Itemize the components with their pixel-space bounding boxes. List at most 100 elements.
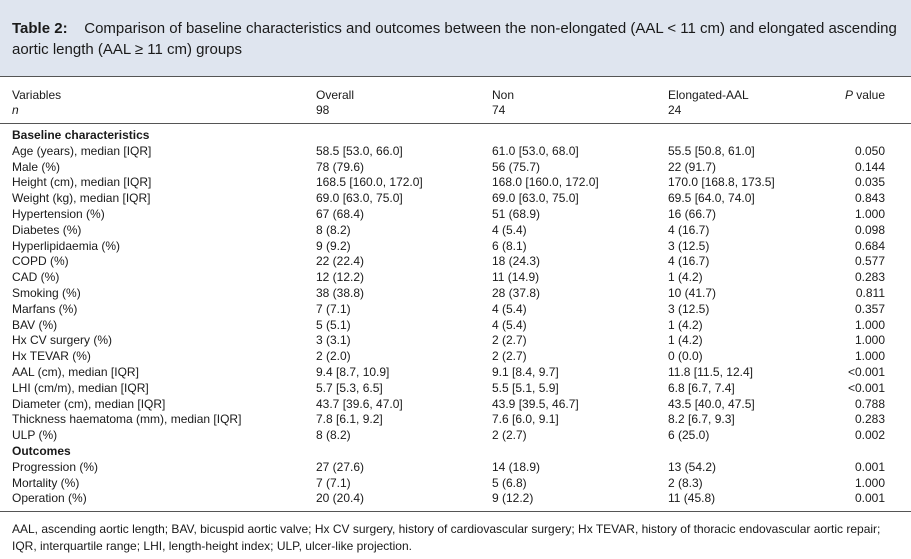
cell-overall: 7.8 [6.1, 9.2] [316, 412, 383, 427]
cell-pvalue: 1.000 [854, 349, 885, 364]
cell-overall: 58.5 [53.0, 66.0] [316, 143, 403, 158]
cell-variable: LHI (cm/m), median [IQR] [12, 380, 149, 395]
cell-overall: 67 (68.4) [316, 206, 365, 221]
cell-non: 18 (24.3) [492, 254, 541, 269]
table-row: AAL (cm), median [IQR] 9.4 [8.7, 10.9] 9.1… [0, 365, 911, 381]
table-row: Hx CV surgery (%) 3 (3.1) 2 (2.7) 1 (4.2) 1.… [0, 333, 911, 349]
cell-non: 61.0 [53.0, 68.0] [492, 143, 579, 158]
non-label: Non [492, 88, 515, 102]
cell-variable: Diameter (cm), median [IQR] [12, 396, 166, 411]
table-row: CAD (%) 12 (12.2) 11 (14.9) 1 (4.2) 0.283 [0, 270, 911, 286]
cell-variable: Progression (%) [12, 459, 99, 474]
cell-overall: 43.7 [39.6, 47.0] [316, 396, 403, 411]
table-row: Age (years), median [IQR] 58.5 [53.0, 66.… [0, 144, 911, 160]
cell-variable: AAL (cm), median [IQR] [12, 364, 139, 379]
cell-elongated: 6 (25.0) [668, 428, 710, 443]
cell-pvalue: 0.283 [854, 412, 885, 427]
cell-variable: Thickness haematoma (mm), median [IQR] [12, 412, 242, 427]
cell-overall: 27 (27.6) [316, 459, 365, 474]
cell-variable: Smoking (%) [12, 285, 81, 300]
section-title: Outcomes [12, 443, 71, 458]
cell-variable: Weight (kg), median [IQR] [12, 191, 151, 206]
table-row: Mortality (%) 7 (7.1) 5 (6.8) 2 (8.3) 1.000 [0, 476, 911, 492]
cell-elongated: 43.5 [40.0, 47.5] [668, 396, 755, 411]
cell-pvalue: 0.357 [854, 301, 885, 316]
cell-overall: 3 (3.1) [316, 333, 351, 348]
cell-overall: 7 (7.1) [316, 301, 351, 316]
cell-elongated: 55.5 [50.8, 61.0] [668, 143, 755, 158]
table-row: Progression (%) 27 (27.6) 14 (18.9) 13 (54.… [0, 460, 911, 476]
header-rule [0, 123, 911, 124]
cell-non: 43.9 [39.5, 46.7] [492, 396, 579, 411]
table-row: Diameter (cm), median [IQR] 43.7 [39.6, 4… [0, 397, 911, 413]
cell-variable: Mortality (%) [12, 475, 80, 490]
table-row: Diabetes (%) 8 (8.2) 4 (5.4) 4 (16.7) 0.098 [0, 223, 911, 239]
cell-pvalue: 0.843 [854, 191, 885, 206]
table-row: Marfans (%) 7 (7.1) 4 (5.4) 3 (12.5) 0.357 [0, 302, 911, 318]
cell-pvalue: 0.035 [854, 175, 885, 190]
cell-variable: Hyperlipidaemia (%) [12, 238, 121, 253]
cell-variable: Hx CV surgery (%) [12, 333, 113, 348]
cell-non: 168.0 [160.0, 172.0] [492, 175, 599, 190]
cell-overall: 78 (79.6) [316, 159, 365, 174]
cell-overall: 9 (9.2) [316, 238, 351, 253]
table-row: Thickness haematoma (mm), median [IQR] 7.… [0, 412, 911, 428]
cell-non: 5.5 [5.1, 5.9] [492, 380, 559, 395]
cell-non: 5 (6.8) [492, 475, 527, 490]
cell-non: 4 (5.4) [492, 317, 527, 332]
table-row: Hypertension (%) 67 (68.4) 51 (68.9) 16 (66… [0, 207, 911, 223]
cell-pvalue: 1.000 [854, 475, 885, 490]
cell-pvalue: 0.283 [854, 270, 885, 285]
cell-non: 2 (2.7) [492, 333, 527, 348]
variables-label: Variables [12, 88, 62, 102]
table-row: COPD (%) 22 (22.4) 18 (24.3) 4 (16.7) 0.577 [0, 254, 911, 270]
elongated-n: 24 [668, 103, 682, 117]
cell-elongated: 6.8 [6.7, 7.4] [668, 380, 735, 395]
cell-pvalue: 1.000 [854, 206, 885, 221]
table-row: Operation (%) 20 (20.4) 9 (12.2) 11 (45.8) 0… [0, 491, 911, 507]
cell-overall: 5 (5.1) [316, 317, 351, 332]
table-header: Variables n Overall 98 Non 74 Elongated-… [0, 77, 911, 123]
cell-variable: Diabetes (%) [12, 222, 82, 237]
cell-elongated: 0 (0.0) [668, 349, 703, 364]
cell-elongated: 13 (54.2) [668, 459, 717, 474]
non-n: 74 [492, 103, 506, 117]
table-row: Weight (kg), median [IQR] 69.0 [63.0, 75.… [0, 191, 911, 207]
cell-variable: COPD (%) [12, 254, 69, 269]
cell-non: 9 (12.2) [492, 491, 534, 506]
caption-label: Table 2: [12, 20, 68, 37]
cell-pvalue: 0.001 [854, 491, 885, 506]
cell-elongated: 4 (16.7) [668, 254, 710, 269]
table-row: ULP (%) 8 (8.2) 2 (2.7) 6 (25.0) 0.002 [0, 428, 911, 444]
cell-non: 28 (37.8) [492, 285, 541, 300]
cell-overall: 38 (38.8) [316, 285, 365, 300]
cell-overall: 12 (12.2) [316, 270, 365, 285]
cell-pvalue: 0.144 [854, 159, 885, 174]
cell-elongated: 11 (45.8) [668, 491, 716, 506]
cell-variable: Age (years), median [IQR] [12, 143, 152, 158]
section-heading-row: Outcomes [0, 444, 911, 460]
caption-text: Comparison of baseline characteristics a… [12, 20, 897, 58]
cell-overall: 20 (20.4) [316, 491, 365, 506]
cell-elongated: 22 (91.7) [668, 159, 717, 174]
cell-overall: 8 (8.2) [316, 222, 351, 237]
cell-elongated: 1 (4.2) [668, 333, 703, 348]
cell-elongated: 4 (16.7) [668, 222, 710, 237]
overall-label: Overall [316, 88, 355, 102]
cell-non: 51 (68.9) [492, 206, 541, 221]
cell-non: 4 (5.4) [492, 301, 527, 316]
cell-pvalue: <0.001 [847, 380, 885, 395]
elongated-label: Elongated-AAL [668, 88, 749, 102]
cell-overall: 9.4 [8.7, 10.9] [316, 364, 390, 379]
cell-non: 6 (8.1) [492, 238, 527, 253]
cell-elongated: 69.5 [64.0, 74.0] [668, 191, 755, 206]
cell-elongated: 1 (4.2) [668, 317, 703, 332]
header-non: Non 74 [492, 88, 514, 118]
cell-elongated: 170.0 [168.8, 173.5] [668, 175, 775, 190]
overall-n: 98 [316, 103, 330, 117]
cell-pvalue: 0.788 [854, 396, 885, 411]
pvalue-p: P [844, 88, 853, 102]
table-row: LHI (cm/m), median [IQR] 5.7 [5.3, 6.5] 5.… [0, 381, 911, 397]
cell-variable: ULP (%) [12, 428, 58, 443]
cell-elongated: 11.8 [11.5, 12.4] [668, 364, 753, 379]
